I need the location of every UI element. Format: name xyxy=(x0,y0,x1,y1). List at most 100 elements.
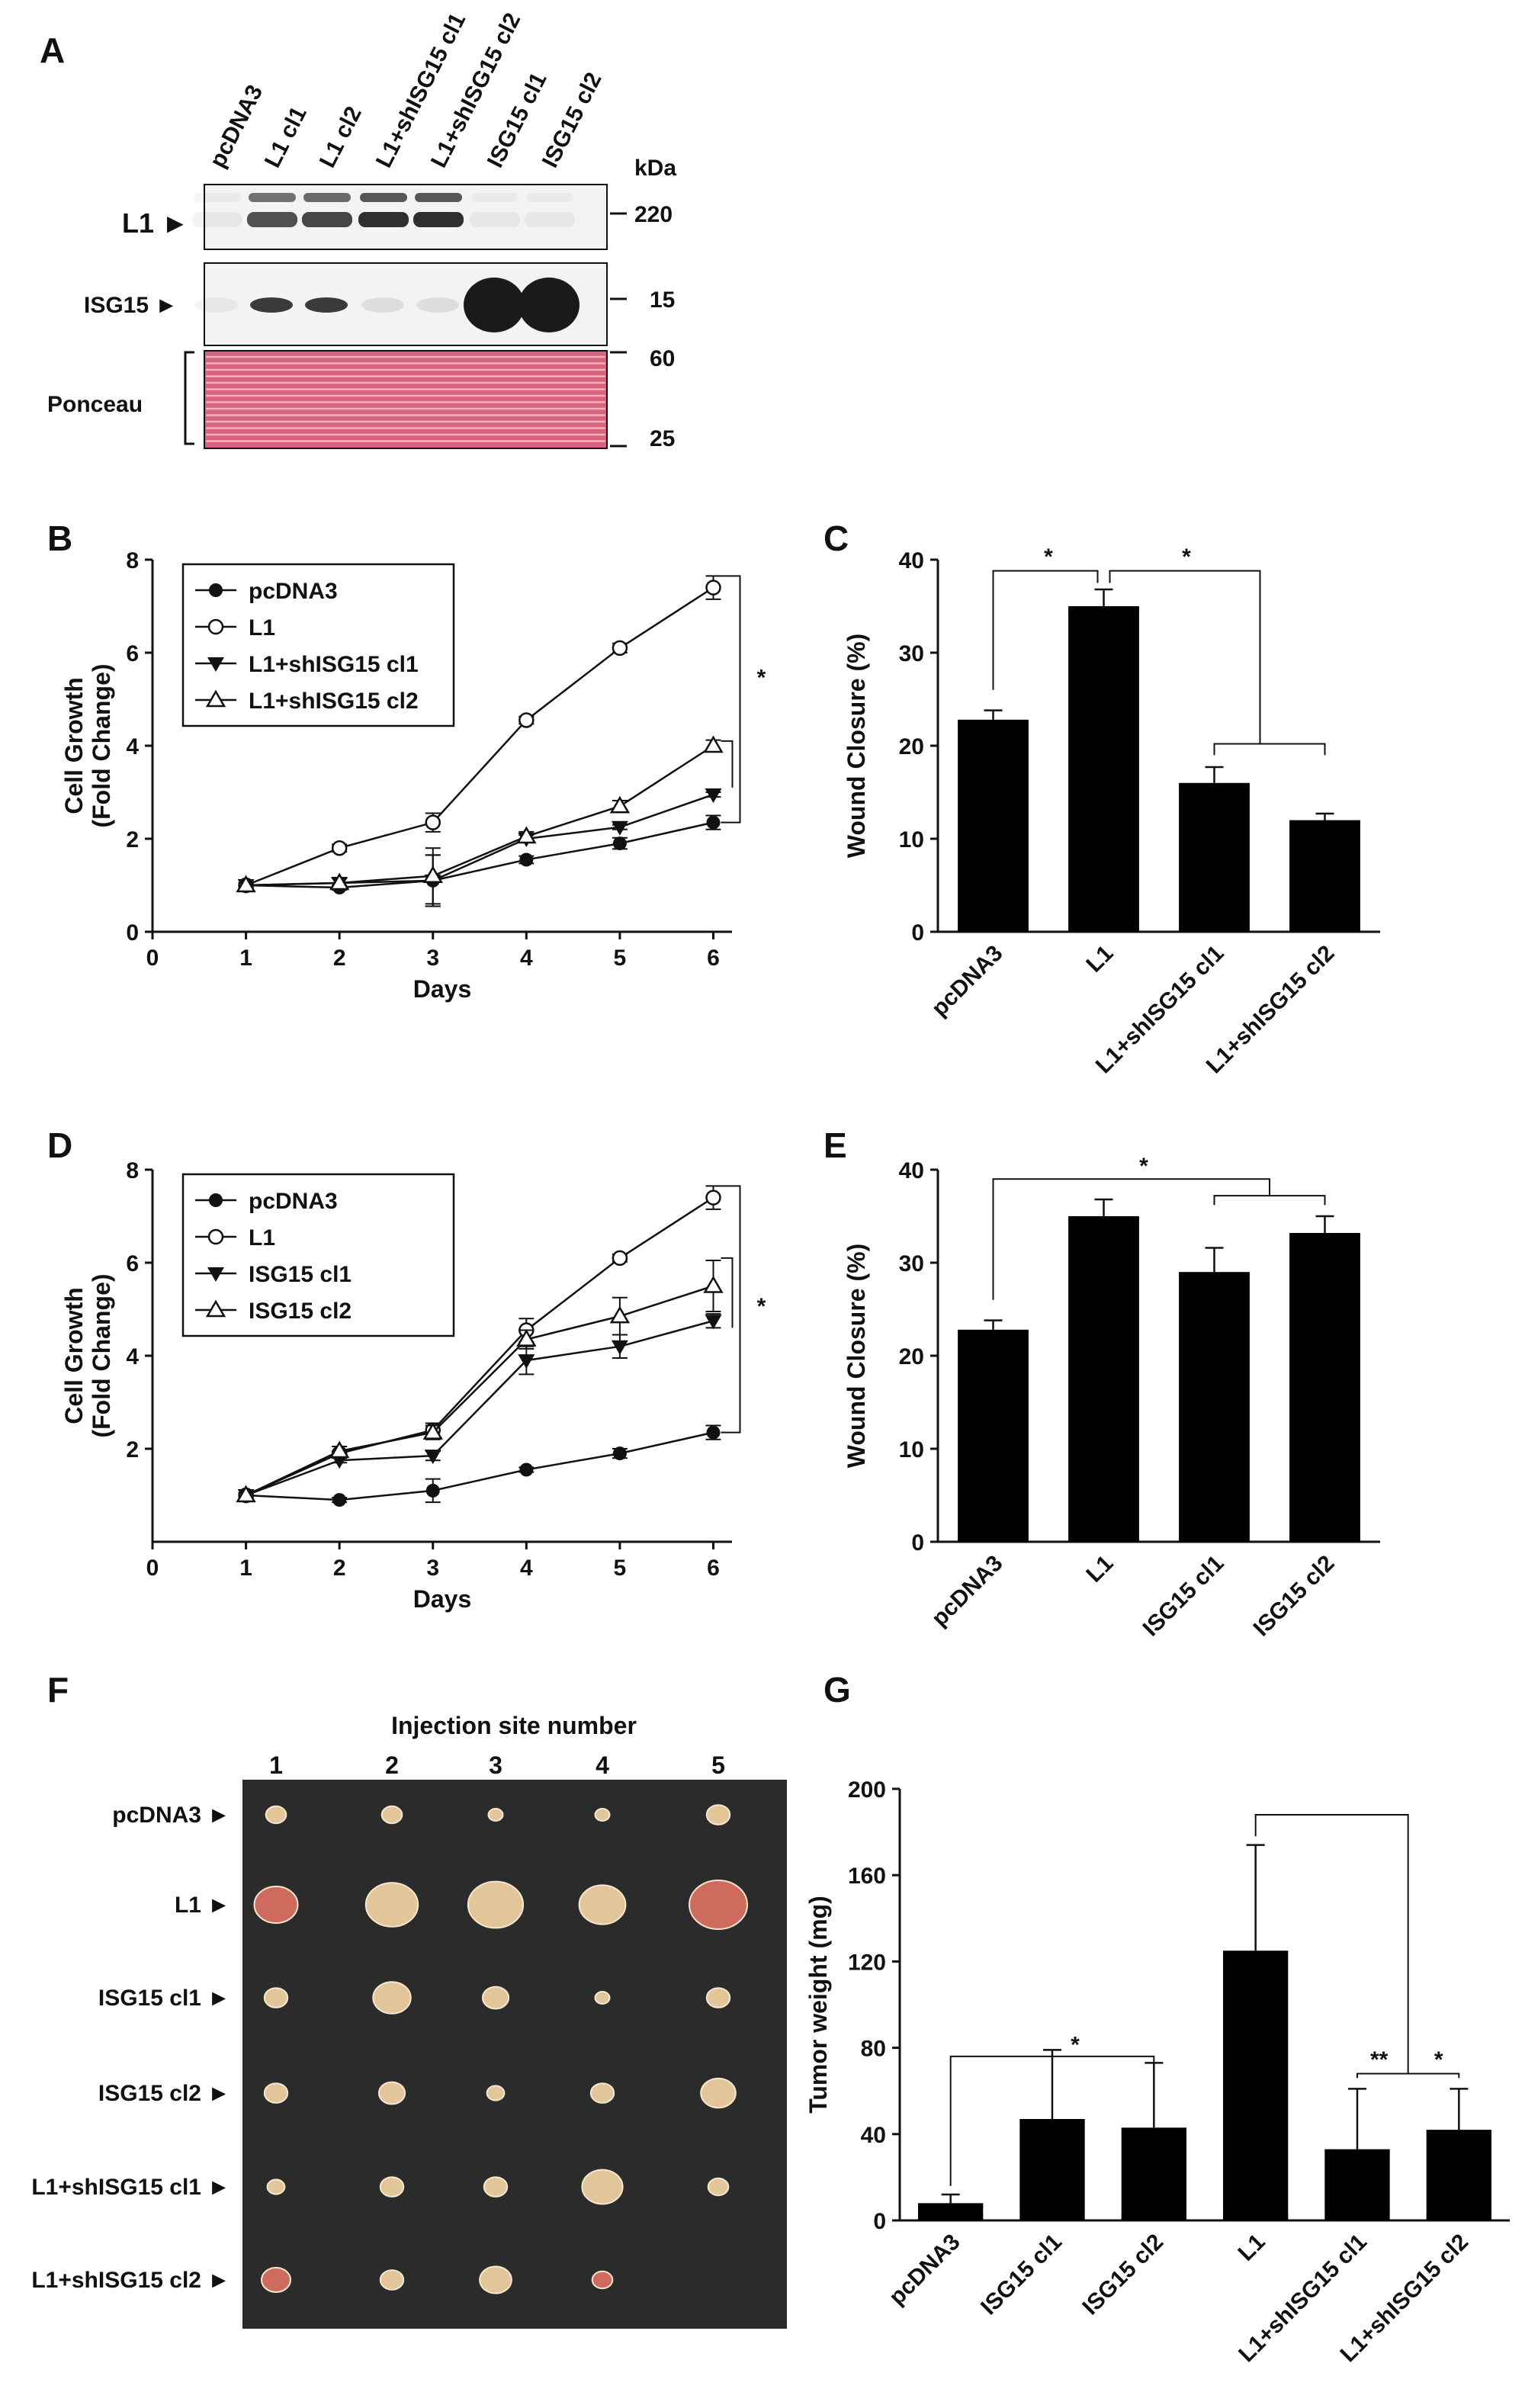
ponceau-bands xyxy=(206,355,605,442)
data-point xyxy=(612,1250,628,1267)
y-tick-label: 0 xyxy=(911,1530,924,1556)
bar xyxy=(1019,2118,1085,2220)
data-point xyxy=(422,865,443,884)
l1-band-upper xyxy=(303,193,351,202)
photo-row-label: ISG15 cl2 ► xyxy=(98,2081,230,2106)
blot-membrane-ponceau xyxy=(204,350,608,449)
tumor xyxy=(483,2176,509,2198)
data-point xyxy=(611,820,628,836)
l1-band-lower xyxy=(302,212,352,227)
y-tick-label: 4 xyxy=(126,734,139,759)
data-point xyxy=(703,1276,724,1293)
tumor xyxy=(377,2081,406,2105)
legend: pcDNA3 L1 ISG15 cl1 ISG15 cl2 xyxy=(181,1173,455,1337)
l1-band-upper xyxy=(194,193,241,202)
isg15-band xyxy=(250,297,293,313)
legend-label: L1 xyxy=(249,615,275,641)
legend-label: L1 xyxy=(249,1225,275,1251)
data-point xyxy=(236,875,256,893)
photo-column-label: 1 xyxy=(269,1751,283,1779)
data-point xyxy=(706,815,721,830)
bar xyxy=(1068,606,1139,932)
photo-row-label: L1+shISG15 cl1 ► xyxy=(31,2175,230,2200)
photo-row-label: pcDNA3 ► xyxy=(112,1803,230,1828)
l1-band-upper xyxy=(360,193,407,202)
legend-box xyxy=(181,1173,455,1337)
lane-label: L1 cl2 xyxy=(315,102,367,172)
data-point xyxy=(611,1340,628,1355)
photo-title: Injection site number xyxy=(391,1712,637,1739)
significance-label: * xyxy=(1182,544,1191,570)
photo-column-label: 3 xyxy=(489,1751,502,1779)
photo-row-labels: pcDNA3 ► L1 ► ISG15 cl1 ► ISG15 cl2 ► L1+shI… xyxy=(31,1803,230,2293)
data-point xyxy=(207,1267,224,1282)
significance-bracket xyxy=(1109,570,1261,744)
tumor xyxy=(705,1987,731,2008)
significance-bracket xyxy=(1213,743,1326,756)
x-tick-label: 3 xyxy=(426,1556,439,1581)
y-tick-label: 20 xyxy=(899,1344,924,1369)
x-tick-label: 3 xyxy=(426,946,439,971)
chart-e-wound-closure: 0 10 20 30 40 Wound Closure (%) pcDNA3 L1 ISG15 … xyxy=(843,1154,1380,1642)
y-tick-label: 40 xyxy=(899,548,924,573)
y-axis-title-line2: (Fold Change) xyxy=(88,1273,115,1437)
series xyxy=(236,735,724,905)
photo-row-label: ISG15 cl1 ► xyxy=(98,1986,230,2011)
significance-bracket xyxy=(1254,1813,1409,2074)
bar xyxy=(1121,2127,1186,2220)
x-axis-title: Days xyxy=(413,1585,472,1613)
panel-label-g: G xyxy=(824,1670,851,1710)
category-label: pcDNA3 xyxy=(927,1551,1008,1632)
category-label: ISG15 cl2 xyxy=(1249,1551,1340,1642)
panel-label-a: A xyxy=(40,31,65,70)
panel-label-c: C xyxy=(824,519,849,558)
data-point xyxy=(424,1450,441,1465)
x-tick-label: 2 xyxy=(333,946,346,971)
y-tick-label: 40 xyxy=(861,2123,886,2148)
y-tick-label: 8 xyxy=(126,1158,139,1183)
isg15-band xyxy=(305,297,348,313)
data-point xyxy=(518,1354,535,1369)
bar xyxy=(918,2203,984,2220)
bar xyxy=(1324,2149,1390,2220)
data-point xyxy=(209,583,223,597)
blot-row-label-isg15: ISG15 ► xyxy=(84,293,178,318)
marker-15: 15 xyxy=(650,287,675,313)
blot-row-label-ponceau: Ponceau xyxy=(47,392,143,417)
y-axis-title: Tumor weight (mg) xyxy=(804,1896,832,2114)
tumor xyxy=(594,1808,611,1822)
tumor xyxy=(261,2267,291,2293)
tumor xyxy=(689,1880,748,1930)
blot-row-label-l1: L1 ► xyxy=(122,207,189,239)
data-point xyxy=(518,712,535,728)
isg15-band xyxy=(464,278,525,332)
photo-column-label: 2 xyxy=(385,1751,399,1779)
tumor xyxy=(581,2169,624,2205)
tumor xyxy=(467,1880,525,1929)
data-point xyxy=(705,580,721,596)
data-point xyxy=(609,795,631,814)
legend-box xyxy=(181,563,455,727)
panel-label-f: F xyxy=(47,1670,69,1710)
data-point xyxy=(329,872,350,891)
legend-label: pcDNA3 xyxy=(249,1189,338,1214)
bar xyxy=(958,719,1029,932)
tumor xyxy=(481,1986,510,2010)
photo-tumors xyxy=(253,1804,748,2294)
tumor xyxy=(487,1808,504,1822)
y-tick-label: 10 xyxy=(899,1437,924,1462)
x-tick-label: 4 xyxy=(520,1556,533,1581)
tumor xyxy=(372,1981,412,2015)
significance-label: * xyxy=(1434,2047,1443,2072)
tumor xyxy=(486,2085,506,2101)
legend: pcDNA3 L1 L1+shISG15 cl1 L1+shISG15 cl2 xyxy=(181,563,455,727)
l1-band-lower xyxy=(192,212,242,227)
panel-label-d: D xyxy=(47,1125,72,1165)
data-point xyxy=(425,1483,440,1498)
data-point xyxy=(205,689,226,708)
y-tick-label: 200 xyxy=(848,1777,886,1803)
data-point xyxy=(329,1440,350,1459)
tumor xyxy=(589,2082,615,2104)
